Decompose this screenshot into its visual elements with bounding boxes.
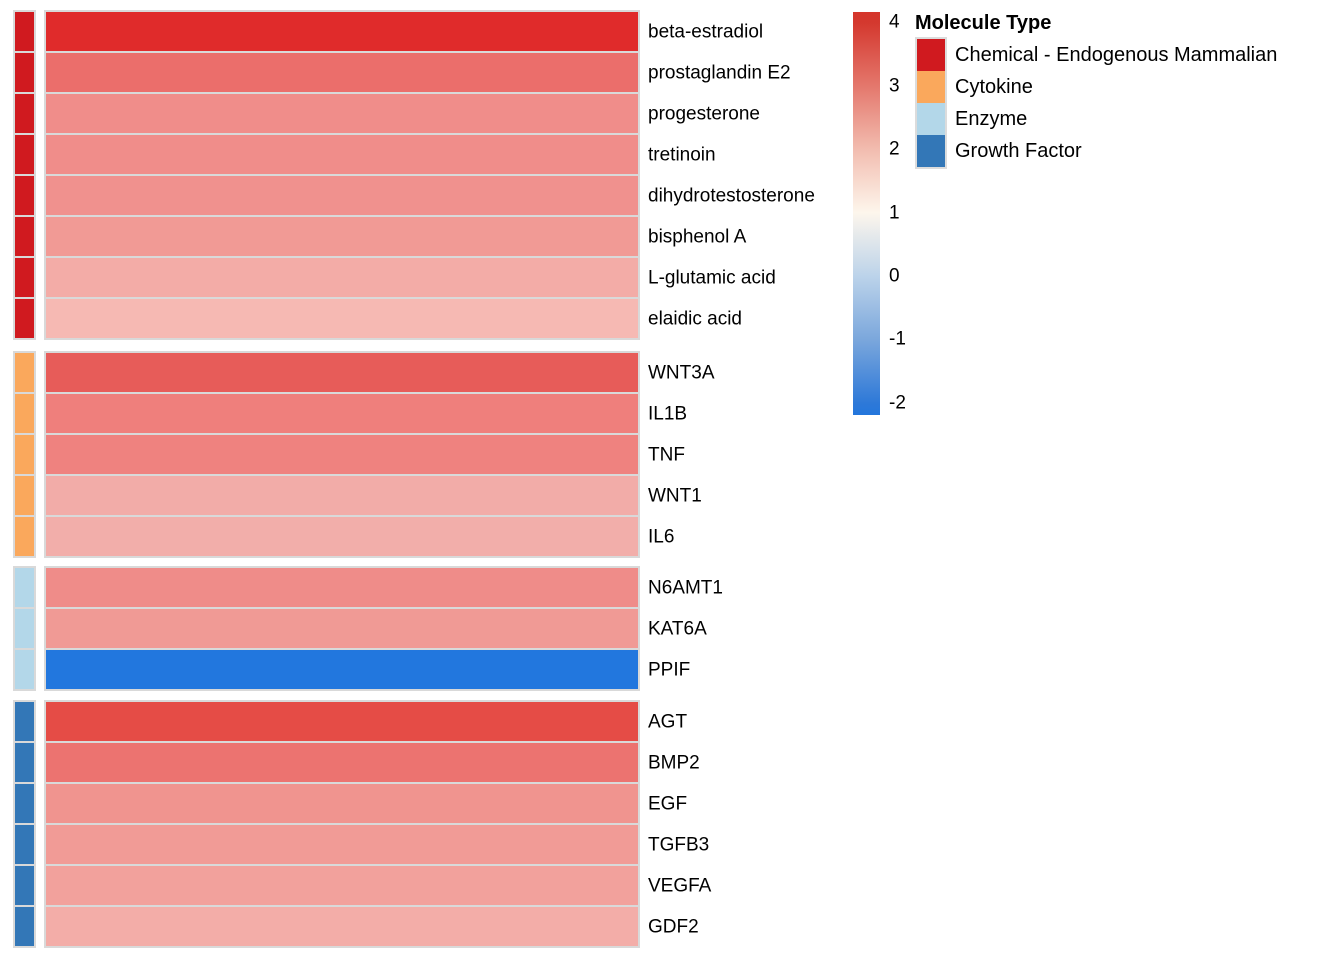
annotation-swatch [15,176,34,215]
heatmap-cell [46,258,638,297]
row-label: bisphenol A [648,226,747,247]
annotation-swatch [15,784,34,823]
annotation-swatch [15,866,34,905]
row-label: GDF2 [648,916,699,937]
heatmap-cell [46,135,638,174]
heatmap-cell [46,517,638,556]
colorbar-tick-label: -1 [889,328,906,350]
colorbar-tick-label: 2 [889,138,900,160]
annotation-swatch [15,650,34,689]
heatmap-cell [46,907,638,946]
legend-item-label: Growth Factor [955,140,1082,162]
annotation-column [13,566,36,691]
heatmap-block [44,700,640,948]
heatmap-cell [46,866,638,905]
row-label: beta-estradiol [648,21,764,42]
colorbar-tick-label: 0 [889,265,900,287]
row-label: EGF [648,793,688,814]
annotation-swatch [15,743,34,782]
heatmap-cell [46,702,638,741]
annotation-swatch [15,394,34,433]
row-label: dihydrotestosterone [648,185,815,206]
colorbar-tick-label: 3 [889,75,900,97]
annotation-column [13,700,36,948]
legend-swatch [917,135,945,167]
annotation-swatch [15,476,34,515]
row-label: AGT [648,711,688,732]
legend-item-label: Enzyme [955,108,1028,130]
heatmap-cell [46,435,638,474]
heatmap-cell [46,568,638,607]
annotation-swatch [15,299,34,338]
row-label: N6AMT1 [648,577,723,598]
heatmap-cell [46,784,638,823]
heatmap-cell [46,299,638,338]
row-label: IL1B [648,403,688,424]
colorbar-tick-label: 1 [889,202,900,224]
heatmap-cell [46,650,638,689]
legend-swatch-column [915,37,947,169]
row-label: BMP2 [648,752,700,773]
heatmap-cell [46,217,638,256]
row-label: progesterone [648,103,760,124]
annotation-swatch [15,12,34,51]
annotation-swatch [15,702,34,741]
row-label: IL6 [648,526,675,547]
row-label: L-glutamic acid [648,267,776,288]
annotation-swatch [15,135,34,174]
row-label: elaidic acid [648,308,742,329]
legend-item-label: Chemical - Endogenous Mammalian [955,44,1278,66]
heatmap-cell [46,825,638,864]
annotation-swatch [15,609,34,648]
row-label: KAT6A [648,618,707,639]
annotation-column [13,10,36,340]
annotation-swatch [15,53,34,92]
annotation-swatch [15,517,34,556]
annotation-swatch [15,258,34,297]
row-label: TNF [648,444,685,465]
heatmap-block [44,10,640,340]
legend-swatch [917,103,945,135]
annotation-swatch [15,217,34,256]
annotation-swatch [15,435,34,474]
legend-title: Molecule Type [915,12,1052,34]
heatmap-cell [46,53,638,92]
row-label: WNT3A [648,362,715,383]
heatmap-block [44,566,640,691]
heatmap-cell [46,476,638,515]
heatmap-cell [46,176,638,215]
legend-item-label: Cytokine [955,76,1033,98]
colorbar [853,12,880,415]
legend-swatch [917,39,945,71]
row-label: tretinoin [648,144,716,165]
heatmap-cell [46,743,638,782]
annotation-swatch [15,353,34,392]
annotation-column [13,351,36,558]
heatmap-cell [46,12,638,51]
heatmap-cell [46,353,638,392]
annotation-swatch [15,907,34,946]
annotation-swatch [15,568,34,607]
legend-swatch [917,71,945,103]
heatmap-cell [46,394,638,433]
heatmap-cell [46,609,638,648]
colorbar-tick-label: -2 [889,392,906,414]
heatmap-block [44,351,640,558]
colorbar-tick-label: 4 [889,11,900,33]
row-label: WNT1 [648,485,702,506]
row-label: PPIF [648,659,691,680]
annotation-swatch [15,94,34,133]
row-label: TGFB3 [648,834,710,855]
annotation-swatch [15,825,34,864]
row-label: prostaglandin E2 [648,62,791,83]
row-label: VEGFA [648,875,712,896]
heatmap-cell [46,94,638,133]
